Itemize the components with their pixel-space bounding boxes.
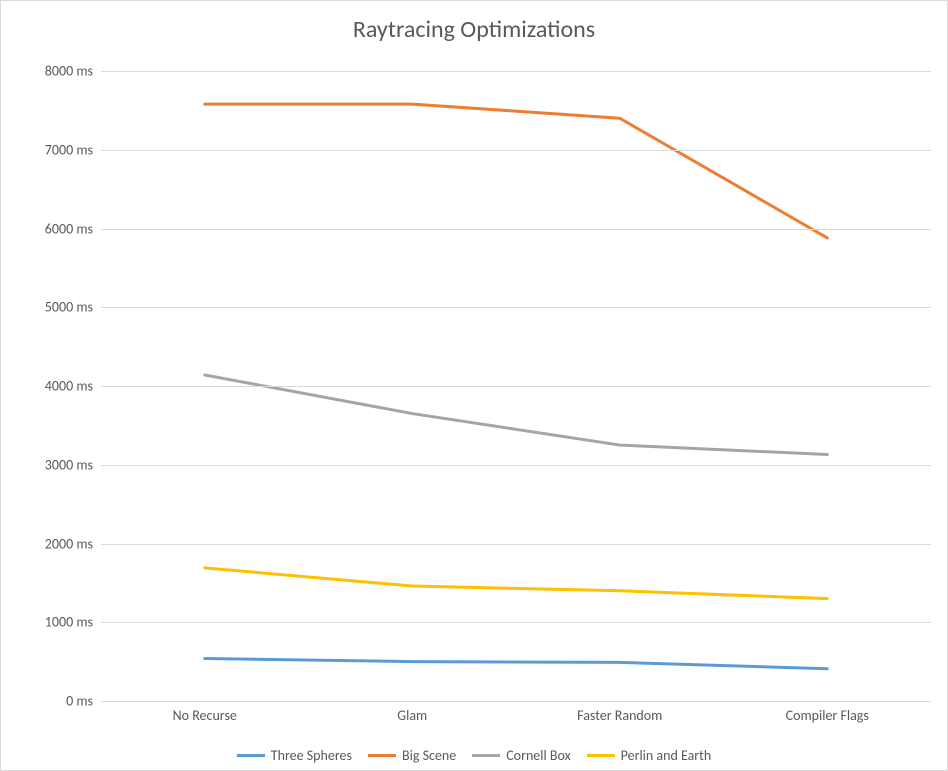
gridline xyxy=(101,465,931,466)
gridline xyxy=(101,386,931,387)
series-line xyxy=(205,658,828,668)
x-tick-label: Faster Random xyxy=(577,701,662,724)
legend-item: Perlin and Earth xyxy=(587,747,712,764)
gridline xyxy=(101,307,931,308)
legend-label: Perlin and Earth xyxy=(621,747,712,764)
x-tick-label: No Recurse xyxy=(173,701,237,724)
y-tick-label: 4000 ms xyxy=(45,378,101,395)
y-tick-label: 0 ms xyxy=(66,693,101,710)
legend-item: Big Scene xyxy=(368,747,456,764)
legend-label: Big Scene xyxy=(402,747,456,764)
chart-title: Raytracing Optimizations xyxy=(1,15,947,44)
gridline xyxy=(101,71,931,72)
gridline xyxy=(101,229,931,230)
legend-item: Three Spheres xyxy=(237,747,352,764)
y-tick-label: 8000 ms xyxy=(45,63,101,80)
legend-swatch xyxy=(368,754,396,757)
legend-swatch xyxy=(237,754,265,757)
y-tick-label: 7000 ms xyxy=(45,141,101,158)
gridline xyxy=(101,544,931,545)
y-tick-label: 3000 ms xyxy=(45,456,101,473)
x-tick-label: Compiler Flags xyxy=(786,701,869,724)
series-line xyxy=(205,568,828,599)
y-tick-label: 1000 ms xyxy=(45,614,101,631)
legend-item: Cornell Box xyxy=(472,747,570,764)
gridline xyxy=(101,622,931,623)
legend-label: Three Spheres xyxy=(271,747,352,764)
y-tick-label: 5000 ms xyxy=(45,299,101,316)
chart-container: Raytracing Optimizations 0 ms1000 ms2000… xyxy=(0,0,948,771)
series-line xyxy=(205,104,828,238)
legend: Three Spheres Big Scene Cornell Box Perlin … xyxy=(1,747,947,764)
legend-label: Cornell Box xyxy=(506,747,570,764)
gridline xyxy=(101,150,931,151)
plot-area: 0 ms1000 ms2000 ms3000 ms4000 ms5000 ms6… xyxy=(101,71,931,701)
y-tick-label: 2000 ms xyxy=(45,535,101,552)
y-tick-label: 6000 ms xyxy=(45,220,101,237)
legend-swatch xyxy=(587,754,615,757)
x-tick-label: Glam xyxy=(397,701,427,724)
legend-swatch xyxy=(472,754,500,757)
